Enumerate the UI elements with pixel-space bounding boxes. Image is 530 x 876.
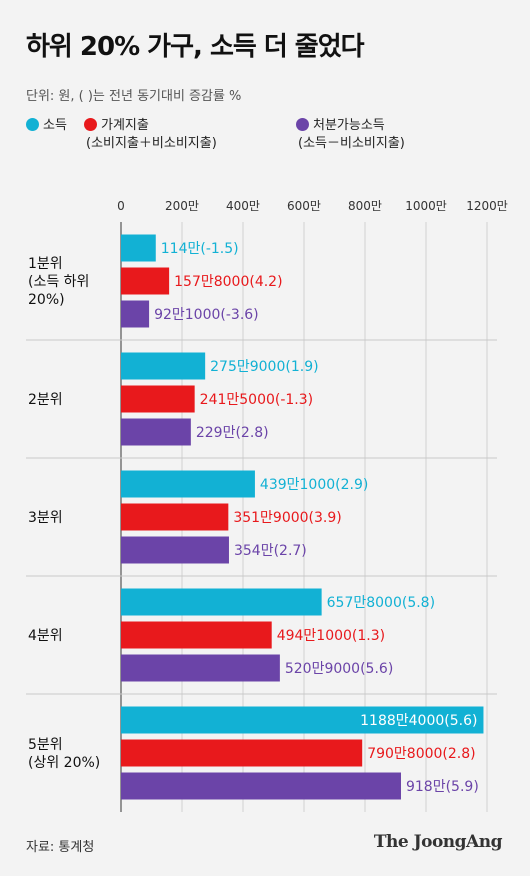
bar	[121, 418, 191, 446]
data-label: 351만9000(3.9)	[233, 510, 341, 526]
category-label: (소득 하위	[28, 274, 89, 290]
data-label: 241만5000(-1.3)	[200, 392, 313, 408]
chart-title: 하위 20% 가구, 소득 더 줄었다	[26, 32, 365, 62]
unit-note: 단위: 원, ( )는 전년 동기대비 증감률 %	[26, 89, 242, 104]
bar	[121, 300, 150, 328]
bar	[121, 267, 170, 295]
data-label: 92만1000(-3.6)	[154, 307, 259, 323]
data-label: 520만9000(5.6)	[285, 661, 393, 677]
data-label: 1188만4000(5.6)	[360, 713, 477, 729]
category-label: 1분위	[28, 256, 63, 272]
bar	[121, 234, 156, 262]
legend-item-income: 소득	[26, 117, 67, 135]
publisher-logo: The JoongAng	[373, 832, 503, 852]
data-label: 114만(-1.5)	[161, 241, 239, 257]
category-label: 2분위	[28, 392, 63, 408]
category-label: 20%)	[28, 292, 65, 308]
legend-label: 가계지출	[101, 118, 149, 133]
bar	[121, 385, 195, 413]
bar	[121, 772, 401, 800]
legend-label: 처분가능소득	[313, 118, 385, 133]
legend-item-expenditure: 가계지출 (소비지출＋비소비지출)	[84, 117, 217, 153]
data-label: 157만8000(4.2)	[174, 274, 282, 290]
legend-sublabel: (소비지출＋비소비지출)	[86, 136, 217, 151]
legend-dot-expenditure	[84, 118, 97, 131]
legend-dot-income	[26, 118, 39, 131]
source-note: 자료: 통계청	[26, 840, 95, 855]
bar	[121, 621, 272, 649]
bar	[121, 706, 484, 734]
x-tick-label: 200만	[165, 199, 199, 213]
data-label: 918만(5.9)	[406, 779, 479, 795]
data-label: 439만1000(2.9)	[260, 477, 368, 493]
x-tick-label: 0	[117, 199, 125, 213]
bar	[121, 503, 229, 531]
bar	[121, 352, 206, 380]
bar	[121, 654, 280, 682]
data-label: 657만8000(5.8)	[327, 595, 435, 611]
category-label: 5분위	[28, 737, 63, 753]
bar	[121, 588, 322, 616]
x-tick-label: 1200만	[466, 199, 508, 213]
legend-label: 소득	[43, 118, 67, 133]
bar	[121, 470, 255, 498]
bar	[121, 739, 363, 767]
category-label: 3분위	[28, 510, 63, 526]
data-label: 790만8000(2.8)	[367, 746, 475, 762]
x-tick-label: 400만	[226, 199, 260, 213]
data-label: 354만(2.7)	[234, 543, 307, 559]
data-label: 494만1000(1.3)	[277, 628, 385, 644]
bar	[121, 536, 229, 564]
legend-dot-disposable	[296, 118, 309, 131]
data-label: 275만9000(1.9)	[210, 359, 318, 375]
category-label: 4분위	[28, 628, 63, 644]
legend-sublabel: (소득－비소비지출)	[298, 136, 405, 151]
x-tick-label: 1000만	[405, 199, 447, 213]
x-tick-label: 800만	[348, 199, 382, 213]
category-label: (상위 20%)	[28, 755, 100, 771]
data-label: 229만(2.8)	[196, 425, 269, 441]
legend-item-disposable: 처분가능소득 (소득－비소비지출)	[296, 117, 405, 153]
x-tick-label: 600만	[287, 199, 321, 213]
